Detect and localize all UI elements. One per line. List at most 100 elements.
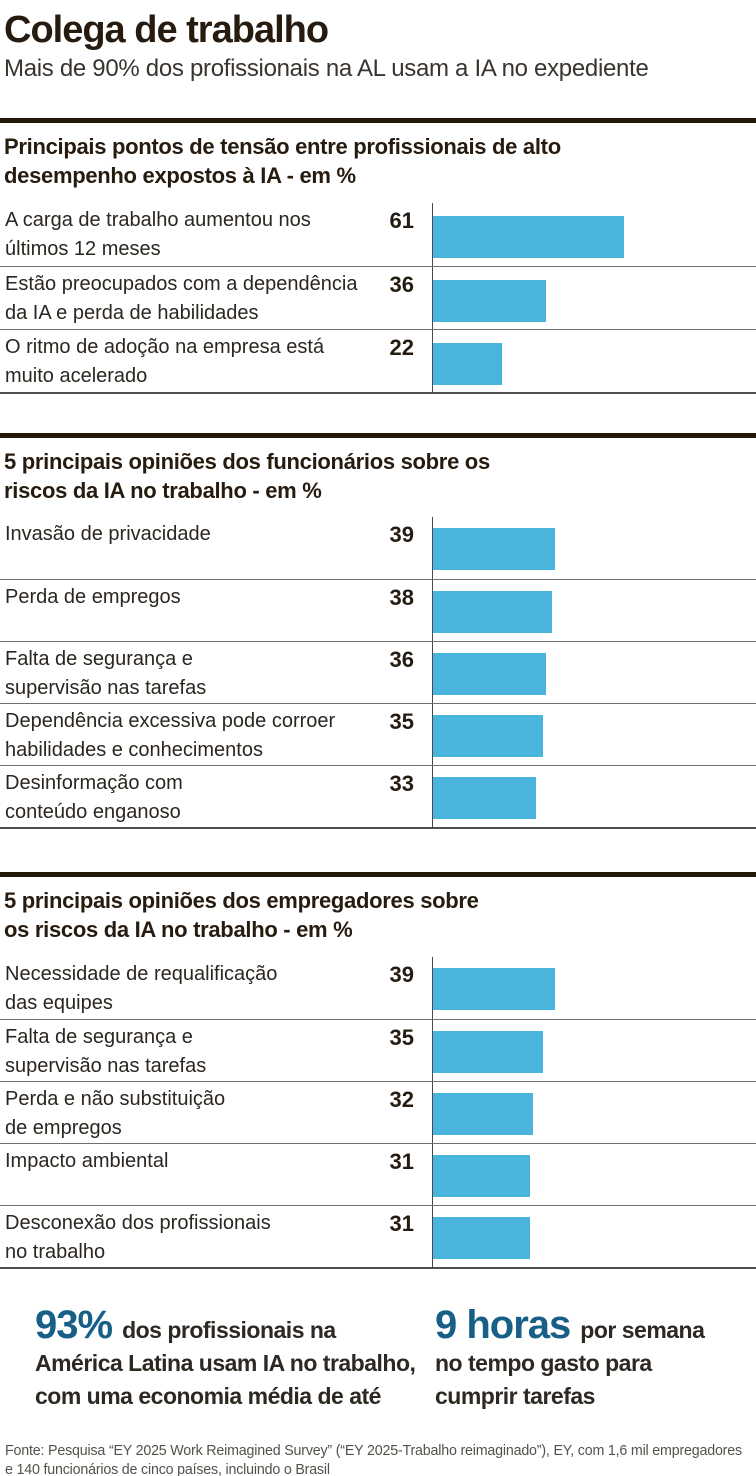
bar-axis-cell [432,1082,756,1143]
stat-hours: 9 horas por semana no tempo gasto para c… [435,1303,705,1413]
bar-axis-cell [432,1020,756,1081]
bar-row: Falta de segurança e supervisão nas tare… [0,641,756,703]
bar [433,653,546,695]
bar-label: Falta de segurança e supervisão nas tare… [0,1020,366,1081]
bar-axis-cell [432,704,756,765]
stat-big-number: 93% [35,1303,113,1347]
spacer [414,957,432,1019]
bar [433,591,552,633]
bar-label: Invasão de privacidade [0,517,366,579]
bar-row: O ritmo de adoção na empresa está muito … [0,329,756,392]
bar [433,216,624,258]
stat-professionals: 93% dos profissionais na América Latina … [35,1303,427,1413]
bar-row: Dependência excessiva pode corroer habil… [0,703,756,765]
bar-label-line: Necessidade de requalificação [5,963,278,985]
bar-axis-cell [432,517,756,579]
stat-first-line: 93% dos profissionais na [35,1303,427,1347]
bar [433,1155,530,1197]
stat-text: dos profissionais na [122,1317,336,1343]
bar-label-line: muito acelerado [5,365,148,387]
bar-row: Necessidade de requalificação das equipe… [0,957,756,1019]
bar-label-line: Dependência excessiva pode corroer [5,710,336,732]
chart-title-line: riscos da IA no trabalho - em % [4,478,322,503]
chart-title-line: 5 principais opiniões dos funcionários s… [4,449,490,474]
chart-title-line: os riscos da IA no trabalho - em % [4,917,353,942]
bar-value: 32 [389,1087,414,1112]
bar-row: Desconexão dos profissionais no trabalho… [0,1205,756,1267]
bar-label-line: supervisão nas tarefas [5,1055,207,1077]
bar-value: 61 [389,208,414,233]
chart-title: Principais pontos de tensão entre profis… [4,132,756,190]
bar-row: Impacto ambiental 31 [0,1143,756,1205]
bar-label-line: Impacto ambiental [5,1150,169,1172]
bar-value: 35 [389,1025,414,1050]
bar-label: Falta de segurança e supervisão nas tare… [0,642,366,703]
bar-label-line: da IA e perda de habilidades [5,302,259,324]
stat-first-line: 9 horas por semana [435,1303,705,1347]
bar-axis-cell [432,1206,756,1267]
spacer [414,766,432,827]
chart-title-line: Principais pontos de tensão entre profis… [4,134,561,159]
page-title: Colega de trabalho [4,9,329,51]
bar-label-line: Falta de segurança e [5,648,193,670]
bar-row: Desinformação com conteúdo enganoso 33 [0,765,756,827]
bar-value: 31 [389,1211,414,1236]
bar-axis-cell [432,1144,756,1205]
bar [433,343,502,385]
spacer [414,1144,432,1205]
chart-section-employee-opinions: 5 principais opiniões dos funcionários s… [0,433,756,829]
source-note: Fonte: Pesquisa “EY 2025 Work Reimagined… [0,1441,756,1476]
stat-text: América Latina usam IA no trabalho, [35,1350,416,1376]
chart-title: 5 principais opiniões dos empregadores s… [4,886,756,944]
bar-label-line: Falta de segurança e [5,1026,193,1048]
bar-label-line: supervisão nas tarefas [5,677,207,699]
bar [433,280,546,322]
bar [433,528,555,570]
bar-label-line: Perda e não substituição [5,1088,226,1110]
bar-value: 39 [389,962,414,987]
bar-label-line: Estão preocupados com a dependência [5,273,358,295]
bar-label: Estão preocupados com a dependência da I… [0,267,366,329]
highlight-stats: 93% dos profissionais na América Latina … [0,1303,756,1413]
spacer [414,580,432,641]
bar [433,1031,543,1073]
bar-row: Estão preocupados com a dependência da I… [0,266,756,329]
bar-label-line: das equipes [5,992,113,1014]
bar-row: Perda de empregos 38 [0,579,756,641]
page-subtitle: Mais de 90% dos profissionais na AL usam… [4,55,649,82]
stat-text: cumprir tarefas [435,1383,595,1409]
spacer [414,267,432,329]
bar-label-line: Desinformação com [5,772,183,794]
spacer [414,642,432,703]
bar-label: Perda de empregos [0,580,366,641]
bar-label-line: de empregos [5,1117,122,1139]
stat-text: no tempo gasto para [435,1350,652,1376]
bar-axis-cell [432,766,756,827]
spacer [414,1082,432,1143]
bar-label: O ritmo de adoção na empresa está muito … [0,330,366,392]
bar-value: 35 [389,709,414,734]
chart-title: 5 principais opiniões dos funcionários s… [4,447,756,505]
bar [433,777,536,819]
section-rule [0,872,756,877]
bar [433,1217,530,1259]
bar-axis-cell [432,957,756,1019]
bar-label-line: habilidades e conhecimentos [5,739,263,761]
bar-row: Perda e não substituição de empregos 32 [0,1081,756,1143]
spacer [414,330,432,392]
spacer [414,203,432,266]
bar-axis-cell [432,330,756,392]
bar-label-line: no trabalho [5,1241,106,1263]
spacer [414,1020,432,1081]
chart-section-employer-opinions: 5 principais opiniões dos empregadores s… [0,872,756,1269]
source-line: Fonte: Pesquisa “EY 2025 Work Reimagined… [5,1442,742,1459]
bar-row: Falta de segurança e supervisão nas tare… [0,1019,756,1081]
bar-label-line: conteúdo enganoso [5,801,181,823]
header: Colega de trabalho Mais de 90% dos profi… [0,0,756,84]
source-line: e 140 funcionários de cinco países, incl… [5,1461,330,1476]
bar-label-line: Invasão de privacidade [5,523,211,545]
bar-label: Impacto ambiental [0,1144,366,1205]
bar-chart: Invasão de privacidade 39 Perda de empre… [0,517,756,829]
bar-row: A carga de trabalho aumentou nos últimos… [0,203,756,266]
